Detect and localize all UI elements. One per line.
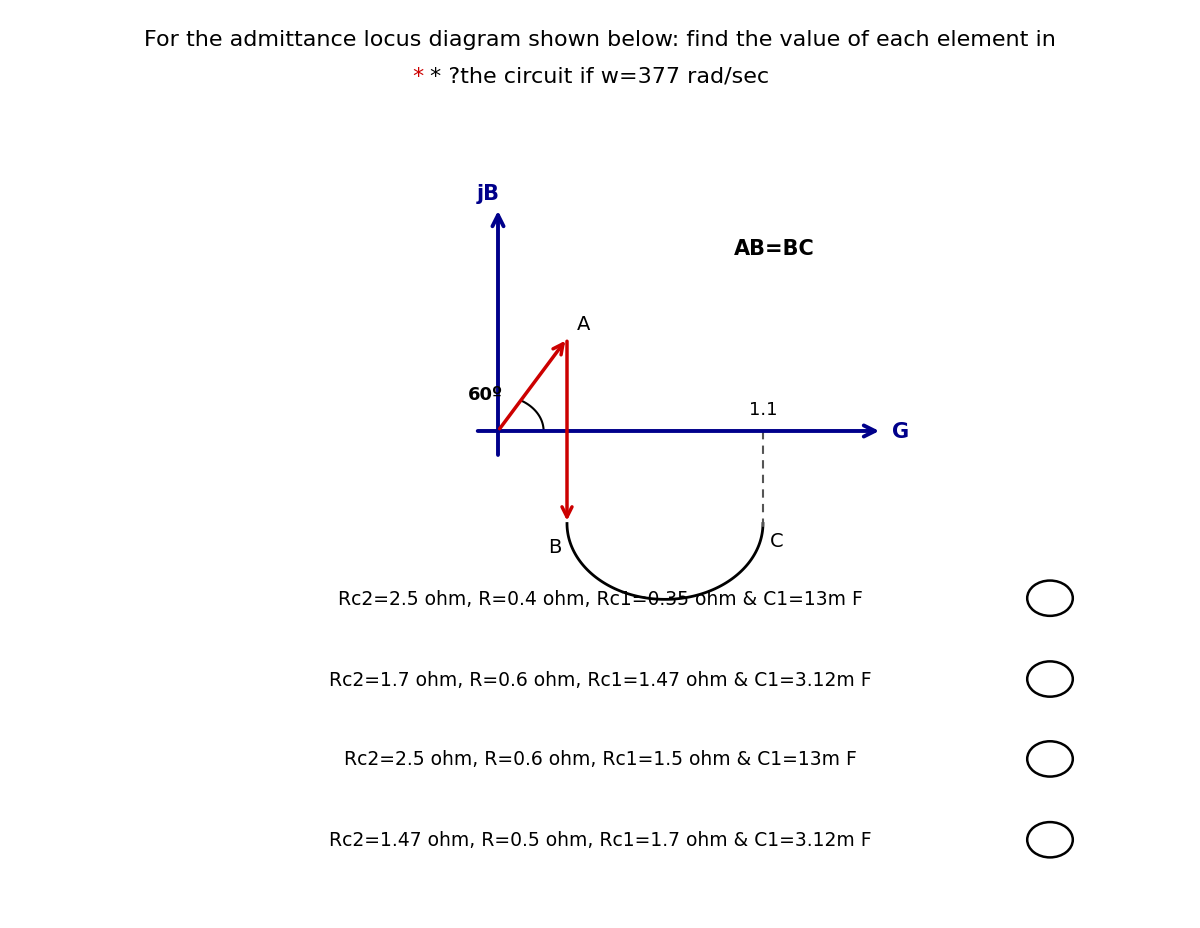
Text: * ?the circuit if w=377 rad/sec: * ?the circuit if w=377 rad/sec xyxy=(431,67,769,87)
Text: For the admittance locus diagram shown below: find the value of each element in: For the admittance locus diagram shown b… xyxy=(144,30,1056,50)
Text: C: C xyxy=(770,532,784,550)
Text: AB=BC: AB=BC xyxy=(734,238,815,259)
Text: A: A xyxy=(577,315,590,333)
Text: B: B xyxy=(547,538,562,557)
Text: 60º: 60º xyxy=(468,385,503,404)
Text: jB: jB xyxy=(476,184,500,204)
Text: 1.1: 1.1 xyxy=(749,401,778,419)
Text: Rc2=1.47 ohm, R=0.5 ohm, Rc1=1.7 ohm & C1=3.12m F: Rc2=1.47 ohm, R=0.5 ohm, Rc1=1.7 ohm & C… xyxy=(329,831,871,849)
Text: Rc2=1.7 ohm, R=0.6 ohm, Rc1=1.47 ohm & C1=3.12m F: Rc2=1.7 ohm, R=0.6 ohm, Rc1=1.47 ohm & C… xyxy=(329,670,871,689)
Text: Rc2=2.5 ohm, R=0.6 ohm, Rc1=1.5 ohm & C1=13m F: Rc2=2.5 ohm, R=0.6 ohm, Rc1=1.5 ohm & C1… xyxy=(343,750,857,768)
Text: G: G xyxy=(892,421,908,442)
Text: *: * xyxy=(412,67,424,87)
Text: Rc2=2.5 ohm, R=0.4 ohm, Rc1=0.35 ohm & C1=13m F: Rc2=2.5 ohm, R=0.4 ohm, Rc1=0.35 ohm & C… xyxy=(337,589,863,608)
